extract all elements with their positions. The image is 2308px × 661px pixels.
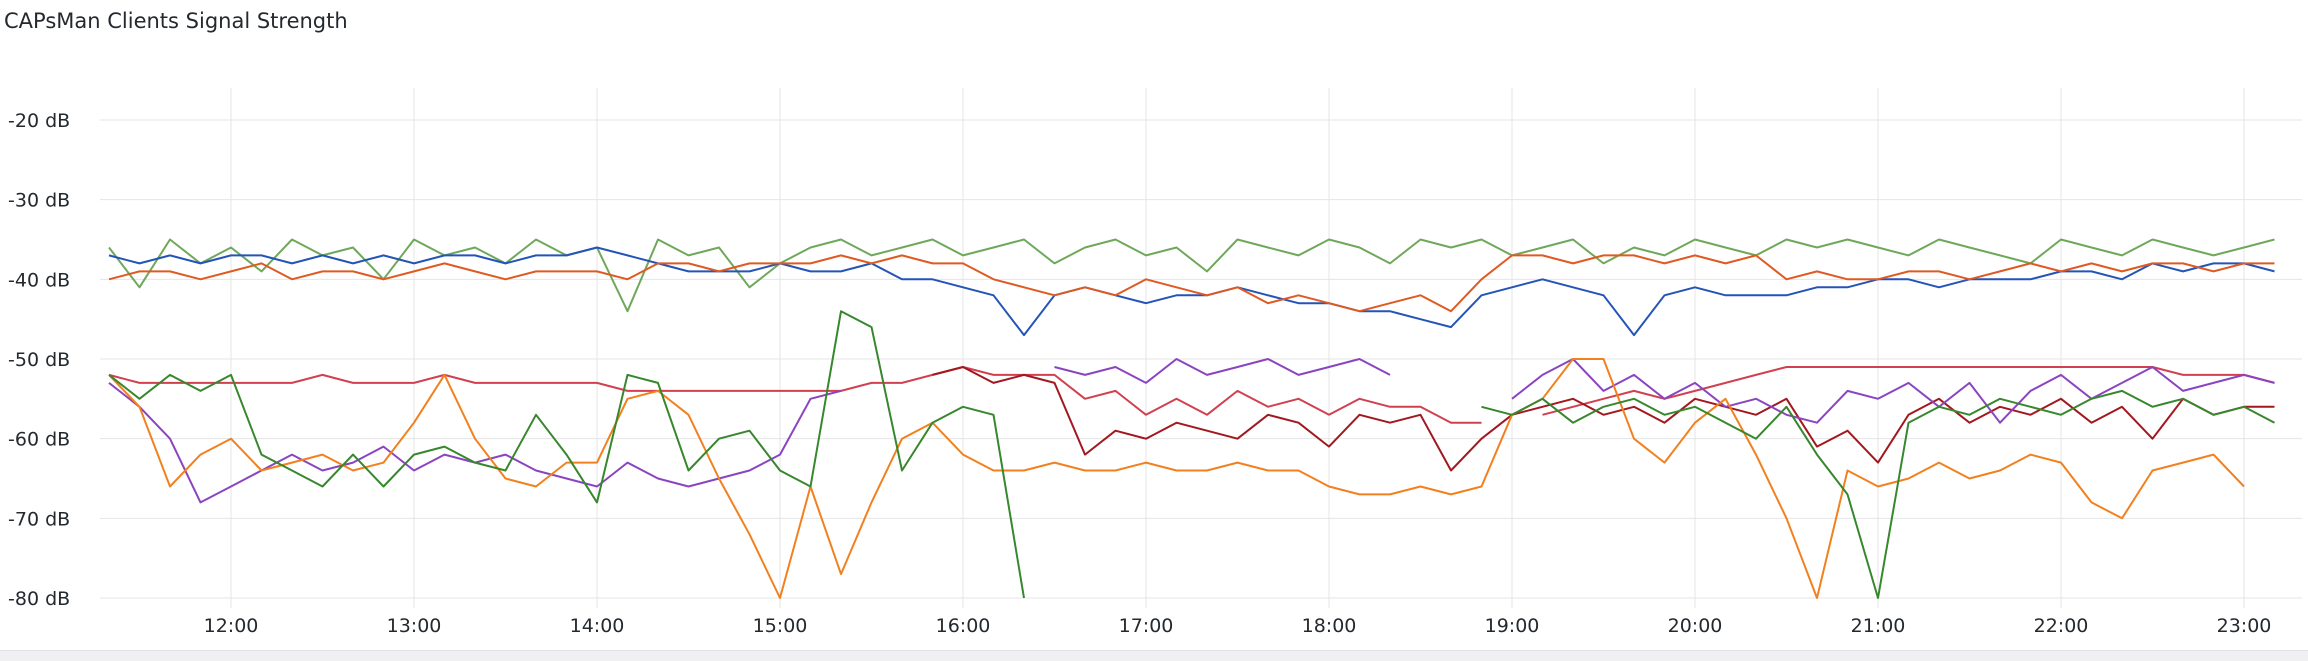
x-tick-label: 14:00 <box>570 615 625 637</box>
y-tick-label: -70 dB <box>8 508 70 530</box>
y-tick-label: -40 dB <box>8 269 70 291</box>
y-tick-label: -60 dB <box>8 429 70 451</box>
x-tick-label: 18:00 <box>1302 615 1357 637</box>
y-tick-label: -20 dB <box>8 110 70 132</box>
series-line-client-1 <box>108 238 2275 313</box>
series-line-client-5 <box>932 366 2275 472</box>
series-line-client-3 <box>108 254 2275 313</box>
x-tick-label: 16:00 <box>936 615 991 637</box>
y-tick-label: -30 dB <box>8 190 70 212</box>
x-axis: 12:00 13:00 14:00 15:00 16:00 17:00 18:00 19:00… <box>204 615 2272 637</box>
x-tick-label: 17:00 <box>1119 615 1174 637</box>
x-tick-label: 20:00 <box>1668 615 1723 637</box>
series-line-client-2 <box>108 246 2275 337</box>
x-tick-label: 19:00 <box>1485 615 1540 637</box>
y-axis: -20 dB -30 dB -40 dB -50 dB -60 dB -70 dB -80 … <box>8 110 70 610</box>
y-tick-label: -50 dB <box>8 349 70 371</box>
x-tick-label: 15:00 <box>753 615 808 637</box>
series-line-client-6 <box>108 358 2275 504</box>
series-line-client-7 <box>108 358 2245 599</box>
x-tick-label: 12:00 <box>204 615 259 637</box>
panel-bottom-bar <box>0 650 2308 661</box>
grid <box>100 88 2302 608</box>
panel-title: CAPsMan Clients Signal Strength <box>4 9 348 33</box>
x-tick-label: 13:00 <box>387 615 442 637</box>
x-tick-label: 21:00 <box>1851 615 1906 637</box>
y-tick-label: -80 dB <box>8 588 70 610</box>
x-tick-label: 22:00 <box>2034 615 2089 637</box>
x-tick-label: 23:00 <box>2217 615 2272 637</box>
series-lines <box>108 238 2275 599</box>
series-line-client-4 <box>108 366 2275 424</box>
series-line-client-8 <box>108 310 2275 599</box>
